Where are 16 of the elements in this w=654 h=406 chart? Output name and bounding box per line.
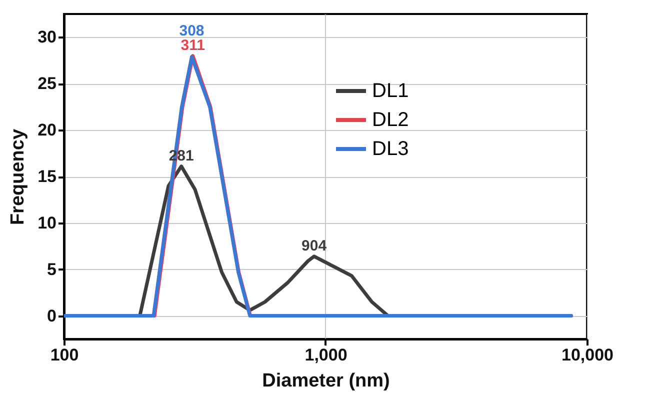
x-tick-label: 10,000 [562, 346, 614, 364]
y-tick-label: 0 [47, 306, 56, 326]
x-tick-label: 100 [50, 346, 79, 364]
y-axis-title: Frequency [8, 128, 29, 226]
legend-label: DL1 [372, 80, 409, 102]
y-tick-label: 10 [38, 213, 56, 232]
annotation: 904 [302, 237, 328, 254]
y-tick-label: 20 [38, 120, 56, 140]
y-tick-label: 5 [47, 260, 56, 279]
y-tick-label: 30 [38, 28, 56, 47]
x-axis-title: Diameter (nm) [262, 370, 390, 392]
y-tick-label: 25 [38, 74, 56, 94]
legend-label: DL3 [372, 138, 409, 160]
legend-label: DL2 [372, 109, 409, 131]
x-tick-label: 1,000 [304, 346, 348, 364]
y-tick-label: 15 [38, 167, 56, 186]
